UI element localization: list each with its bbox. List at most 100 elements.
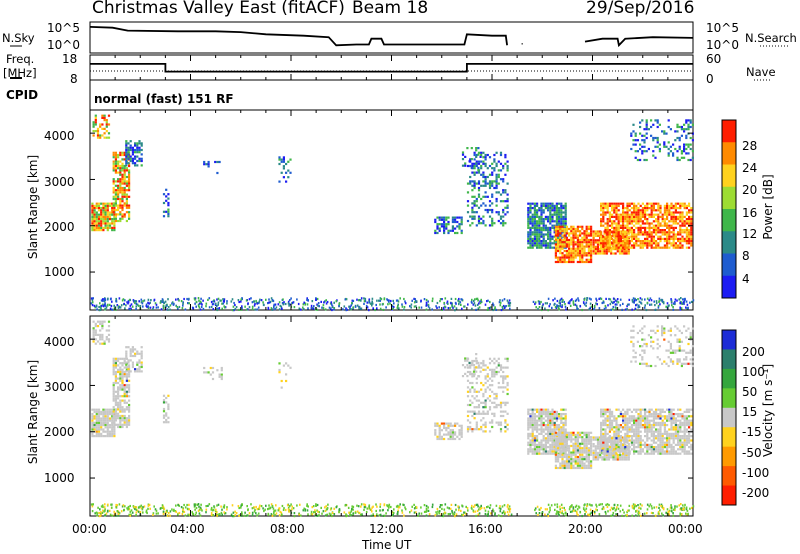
range-cell xyxy=(129,370,132,373)
range-cell xyxy=(113,220,116,223)
range-cell xyxy=(590,438,593,441)
range-cell xyxy=(108,215,112,218)
range-cell xyxy=(106,408,109,411)
range-cell xyxy=(626,421,629,424)
range-cell xyxy=(549,443,552,446)
range-cell xyxy=(553,204,556,207)
ground-scatter-cell xyxy=(494,307,496,310)
range-cell xyxy=(674,246,677,249)
range-cell xyxy=(559,241,562,244)
range-cell xyxy=(127,162,130,165)
range-cell xyxy=(635,240,638,243)
range-cell xyxy=(112,164,115,168)
range-cell xyxy=(533,446,536,449)
range-cell xyxy=(677,215,680,218)
ground-scatter-cell xyxy=(646,301,649,304)
range-cell xyxy=(547,435,550,438)
range-cell xyxy=(604,421,607,424)
range-cell xyxy=(104,218,107,221)
range-cell xyxy=(551,242,554,245)
range-cell xyxy=(639,147,642,151)
range-cell xyxy=(480,388,483,391)
range-cell xyxy=(639,204,642,207)
ground-scatter-cell xyxy=(354,305,357,308)
range-cell xyxy=(581,464,584,467)
range-cell xyxy=(579,458,582,461)
range-cell xyxy=(544,242,547,245)
range-cell xyxy=(484,421,487,424)
range-cell xyxy=(91,413,94,416)
range-cell xyxy=(119,204,122,207)
range-cell xyxy=(666,202,669,205)
range-cell xyxy=(499,428,503,431)
range-cell xyxy=(119,211,122,214)
ground-scatter-cell xyxy=(137,304,140,307)
range-cell xyxy=(557,440,560,443)
range-cell xyxy=(114,362,117,365)
range-cell xyxy=(606,408,609,411)
ground-scatter-cell xyxy=(123,302,125,305)
range-cell xyxy=(613,450,616,453)
range-cell xyxy=(592,239,595,242)
range-cell xyxy=(107,333,111,336)
range-cell xyxy=(136,151,139,154)
range-cell xyxy=(683,237,686,240)
range-cell xyxy=(502,178,505,181)
range-cell xyxy=(594,239,597,242)
range-cell xyxy=(558,202,561,205)
range-cell xyxy=(165,199,168,202)
range-cell xyxy=(506,169,509,172)
range-cell xyxy=(599,252,602,255)
range-cell xyxy=(456,220,459,224)
range-cell xyxy=(544,202,547,205)
range-cell xyxy=(95,424,98,427)
range-cell xyxy=(628,428,631,431)
range-cell xyxy=(551,437,554,440)
range-cell xyxy=(606,235,609,238)
range-cell xyxy=(551,410,554,413)
range-cell xyxy=(688,204,691,207)
range-cell xyxy=(114,151,117,154)
range-cell xyxy=(460,435,463,438)
range-cell xyxy=(218,375,221,378)
range-cell xyxy=(91,424,94,427)
ground-scatter-cell xyxy=(176,306,179,309)
range-cell xyxy=(436,216,439,219)
range-cell xyxy=(592,443,595,446)
range-cell xyxy=(659,240,662,243)
range-cell xyxy=(648,242,651,245)
range-cell xyxy=(663,231,666,234)
range-cell xyxy=(499,414,503,418)
ground-scatter-cell xyxy=(532,300,535,303)
range-cell xyxy=(554,438,557,441)
ground-scatter-cell xyxy=(508,302,510,305)
range-cell xyxy=(622,242,625,245)
range-cell xyxy=(102,211,105,214)
range-cell xyxy=(119,414,122,418)
range-cell xyxy=(581,249,584,253)
range-cell xyxy=(583,433,586,437)
range-cell xyxy=(140,352,143,355)
range-cell xyxy=(561,453,564,456)
range-cell xyxy=(617,224,620,227)
range-cell xyxy=(461,151,465,154)
range-cell xyxy=(499,423,503,426)
ground-scatter-cell xyxy=(306,298,308,301)
range-cell xyxy=(623,252,626,255)
range-cell xyxy=(447,231,450,235)
range-cell xyxy=(557,258,560,261)
range-cell xyxy=(613,204,616,207)
range-cell xyxy=(466,419,470,422)
range-cell xyxy=(536,237,539,240)
range-cell xyxy=(608,417,611,420)
range-cell xyxy=(576,238,579,242)
range-cell xyxy=(587,458,590,461)
range-cell xyxy=(549,244,552,247)
range-cell xyxy=(670,220,673,223)
ground-scatter-cell xyxy=(427,305,430,308)
range-cell xyxy=(563,243,566,246)
range-cell xyxy=(112,397,115,400)
ground-scatter-cell xyxy=(219,299,221,302)
velocity-ytick-4000: 4000 xyxy=(44,335,75,349)
ground-scatter-cell xyxy=(149,301,151,304)
